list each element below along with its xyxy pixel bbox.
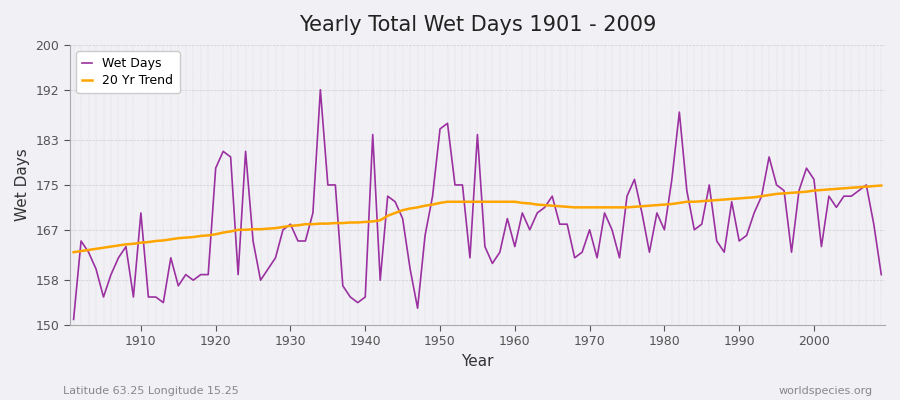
X-axis label: Year: Year (461, 354, 494, 369)
Wet Days (345, 295, 356, 300)
20 Yr Trend (128, 241, 139, 246)
Wet Days (607, 227, 617, 232)
20 Yr Trend (876, 183, 886, 188)
Legend: Wet Days, 20 Yr Trend: Wet Days, 20 Yr Trend (76, 51, 180, 93)
20 Yr Trend (338, 221, 348, 226)
Text: worldspecies.org: worldspecies.org (778, 386, 873, 396)
Wet Days (128, 295, 139, 300)
Text: Latitude 63.25 Longitude 15.25: Latitude 63.25 Longitude 15.25 (63, 386, 238, 396)
Title: Yearly Total Wet Days 1901 - 2009: Yearly Total Wet Days 1901 - 2009 (299, 15, 656, 35)
20 Yr Trend (502, 199, 513, 204)
20 Yr Trend (599, 205, 610, 210)
Wet Days (292, 238, 303, 243)
Wet Days (68, 317, 79, 322)
Line: 20 Yr Trend: 20 Yr Trend (74, 186, 881, 252)
Wet Days (517, 210, 527, 215)
20 Yr Trend (68, 250, 79, 254)
Wet Days (509, 244, 520, 249)
20 Yr Trend (509, 199, 520, 204)
Y-axis label: Wet Days: Wet Days (15, 148, 30, 221)
Wet Days (315, 87, 326, 92)
20 Yr Trend (292, 223, 303, 228)
Wet Days (876, 272, 886, 277)
Line: Wet Days: Wet Days (74, 90, 881, 320)
